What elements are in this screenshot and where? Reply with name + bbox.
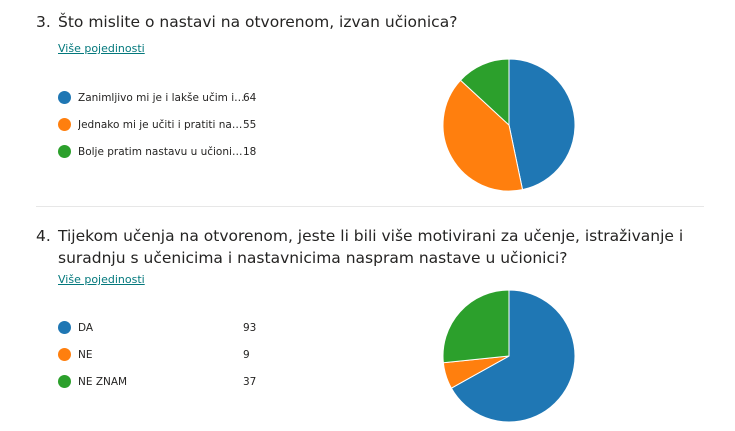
more-details-link[interactable]: Više pojedinosti: [58, 273, 145, 286]
pie-slice-3: [442, 289, 510, 364]
legend-count: 93: [243, 322, 257, 334]
more-details-link[interactable]: Više pojedinosti: [58, 42, 145, 55]
legend-count: 64: [243, 92, 257, 104]
legend-label: Jednako mi je učiti i pratiti nas...: [78, 119, 246, 131]
pie-slice-1: [450, 289, 576, 423]
question-number: 4.: [36, 227, 51, 245]
question-text: Tijekom učenja na otvorenom, jeste li bi…: [58, 227, 684, 267]
legend-label: DA: [78, 322, 94, 334]
section-divider: [36, 206, 704, 207]
legend-label: Bolje pratim nastavu u učionic...: [78, 146, 246, 158]
question-text: Što mislite o nastavi na otvorenom, izva…: [58, 13, 458, 31]
legend-count: 18: [243, 146, 257, 158]
legend-dot-icon: [58, 348, 71, 361]
legend-label: NE ZNAM: [78, 376, 128, 388]
legend-label: NE: [78, 349, 93, 361]
question-title: 4. Tijekom učenja na otvorenom, jeste li…: [36, 225, 683, 267]
legend-count: 9: [243, 349, 250, 361]
pie-slice-2: [442, 79, 524, 192]
pie-chart: [442, 289, 576, 423]
pie-slice-3: [459, 58, 510, 127]
legend-dot-icon: [58, 375, 71, 388]
question-number: 3.: [36, 13, 51, 31]
legend-label: Zanimljivo mi je i lakše učim iz...: [78, 92, 246, 104]
legend-count: 55: [243, 119, 257, 131]
question-title: 3. Što mislite o nastavi na otvorenom, i…: [36, 11, 457, 33]
legend-count: 37: [243, 376, 257, 388]
pie-chart: [442, 58, 576, 192]
legend-dot-icon: [58, 118, 71, 131]
legend-dot-icon: [58, 321, 71, 334]
legend-dot-icon: [58, 91, 71, 104]
legend-dot-icon: [58, 145, 71, 158]
pie-slice-1: [508, 58, 576, 191]
